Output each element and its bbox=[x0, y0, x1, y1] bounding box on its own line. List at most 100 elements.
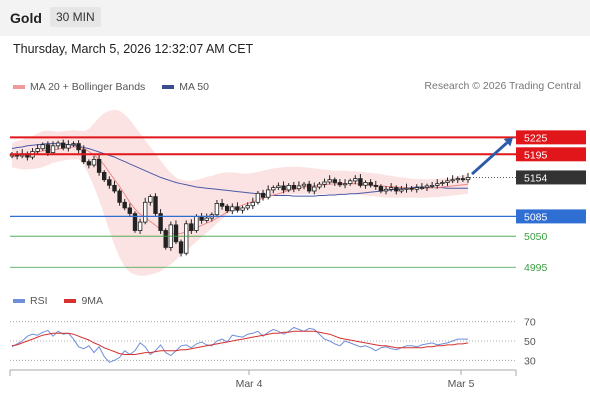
rsi-swatch-icon bbox=[13, 299, 25, 303]
candle bbox=[142, 197, 148, 225]
candle-body bbox=[189, 223, 194, 232]
candle-body bbox=[214, 202, 220, 216]
candle-body bbox=[322, 181, 327, 185]
level-support-4995: 4995 bbox=[10, 262, 548, 274]
ma20-line bbox=[11, 146, 469, 235]
rsi-tick-label: 50 bbox=[524, 336, 536, 348]
candle-body bbox=[440, 182, 445, 185]
candle bbox=[230, 203, 235, 215]
candle-body bbox=[66, 144, 71, 149]
candle bbox=[112, 180, 117, 194]
candle-body bbox=[342, 183, 348, 186]
legend-ma20-label: MA 20 + Bollinger Bands bbox=[30, 81, 146, 93]
candle bbox=[460, 175, 466, 182]
candle bbox=[286, 183, 291, 193]
current-price-badge bbox=[516, 170, 586, 185]
candle-body bbox=[445, 180, 450, 183]
candle-body bbox=[71, 143, 76, 146]
ma20-swatch-icon bbox=[13, 85, 25, 89]
candle-body bbox=[163, 230, 168, 248]
candle bbox=[189, 219, 194, 234]
candle-body bbox=[281, 185, 286, 191]
candle-body bbox=[378, 186, 384, 192]
candle-body bbox=[291, 184, 296, 190]
price-legend: MA 20 + Bollinger Bands MA 50 bbox=[13, 80, 223, 93]
candle-body bbox=[450, 179, 455, 182]
candle-body bbox=[219, 202, 225, 207]
candle bbox=[76, 140, 81, 154]
candle bbox=[327, 175, 332, 185]
legend-ma50: MA 50 bbox=[162, 81, 209, 93]
candle bbox=[163, 228, 168, 250]
pivot-label: 5085 bbox=[524, 211, 548, 223]
candle bbox=[132, 211, 138, 233]
candle-body bbox=[245, 205, 250, 209]
candle bbox=[66, 140, 71, 152]
candle-body bbox=[255, 192, 261, 203]
candle bbox=[219, 198, 225, 210]
candle bbox=[102, 170, 107, 182]
rsi-legend: RSI 9MA bbox=[13, 294, 117, 307]
candle bbox=[260, 189, 266, 201]
candle-body bbox=[373, 184, 378, 187]
candle-body bbox=[91, 158, 97, 166]
candle-body bbox=[132, 213, 138, 231]
candle-body bbox=[102, 171, 107, 181]
candle-body bbox=[414, 187, 419, 190]
candle-body bbox=[388, 187, 394, 190]
interval-badge[interactable]: 30 MIN bbox=[50, 7, 101, 27]
candle bbox=[424, 183, 430, 191]
level-resistance-5195: 5195 bbox=[10, 147, 586, 162]
candle-body bbox=[419, 187, 425, 190]
candle bbox=[153, 193, 158, 216]
candle-body bbox=[178, 241, 184, 254]
candle bbox=[317, 181, 322, 190]
candle-body bbox=[230, 206, 235, 212]
candle bbox=[117, 188, 122, 206]
bollinger-band-area bbox=[12, 109, 468, 276]
candle bbox=[399, 185, 404, 194]
candle bbox=[373, 180, 378, 190]
candle-body bbox=[148, 196, 153, 203]
candle bbox=[122, 198, 127, 211]
candle bbox=[378, 184, 384, 194]
candle bbox=[204, 213, 209, 223]
candle bbox=[96, 154, 102, 176]
rsi-line bbox=[11, 326, 468, 363]
candle-body bbox=[117, 190, 122, 203]
candle bbox=[276, 182, 281, 190]
chart-datetime: Thursday, March 5, 2026 12:32:07 AM CET bbox=[13, 42, 254, 56]
candle-body bbox=[45, 144, 51, 153]
level-support-5050: 5050 bbox=[10, 231, 548, 243]
candle-body bbox=[337, 182, 343, 186]
candle-body bbox=[435, 183, 440, 186]
candle-body bbox=[276, 185, 281, 188]
candle-body bbox=[153, 196, 158, 214]
candle bbox=[332, 177, 337, 186]
candle-body bbox=[347, 180, 353, 185]
candle bbox=[296, 181, 302, 191]
candle-body bbox=[465, 176, 471, 181]
candle-body bbox=[409, 187, 414, 190]
research-credit: Research © 2026 Trading Central bbox=[424, 80, 581, 92]
candle-body bbox=[81, 149, 86, 163]
candle bbox=[224, 203, 230, 214]
forecast-arrow-icon bbox=[503, 137, 513, 147]
candle bbox=[450, 175, 455, 184]
candle bbox=[353, 175, 358, 185]
candle bbox=[291, 181, 296, 193]
candle-body bbox=[96, 158, 102, 173]
candle-body bbox=[368, 182, 373, 186]
candle-body bbox=[158, 213, 163, 231]
candle bbox=[409, 185, 414, 192]
candle-body bbox=[76, 143, 81, 151]
ma50-swatch-icon bbox=[162, 85, 175, 89]
candle-body bbox=[286, 184, 291, 191]
level-current-5154: 5154 bbox=[470, 170, 586, 185]
candle bbox=[414, 184, 419, 193]
forecast-arrow-shaft bbox=[470, 141, 509, 176]
candle bbox=[107, 176, 112, 189]
candle-body bbox=[183, 223, 189, 254]
candle bbox=[214, 200, 220, 217]
